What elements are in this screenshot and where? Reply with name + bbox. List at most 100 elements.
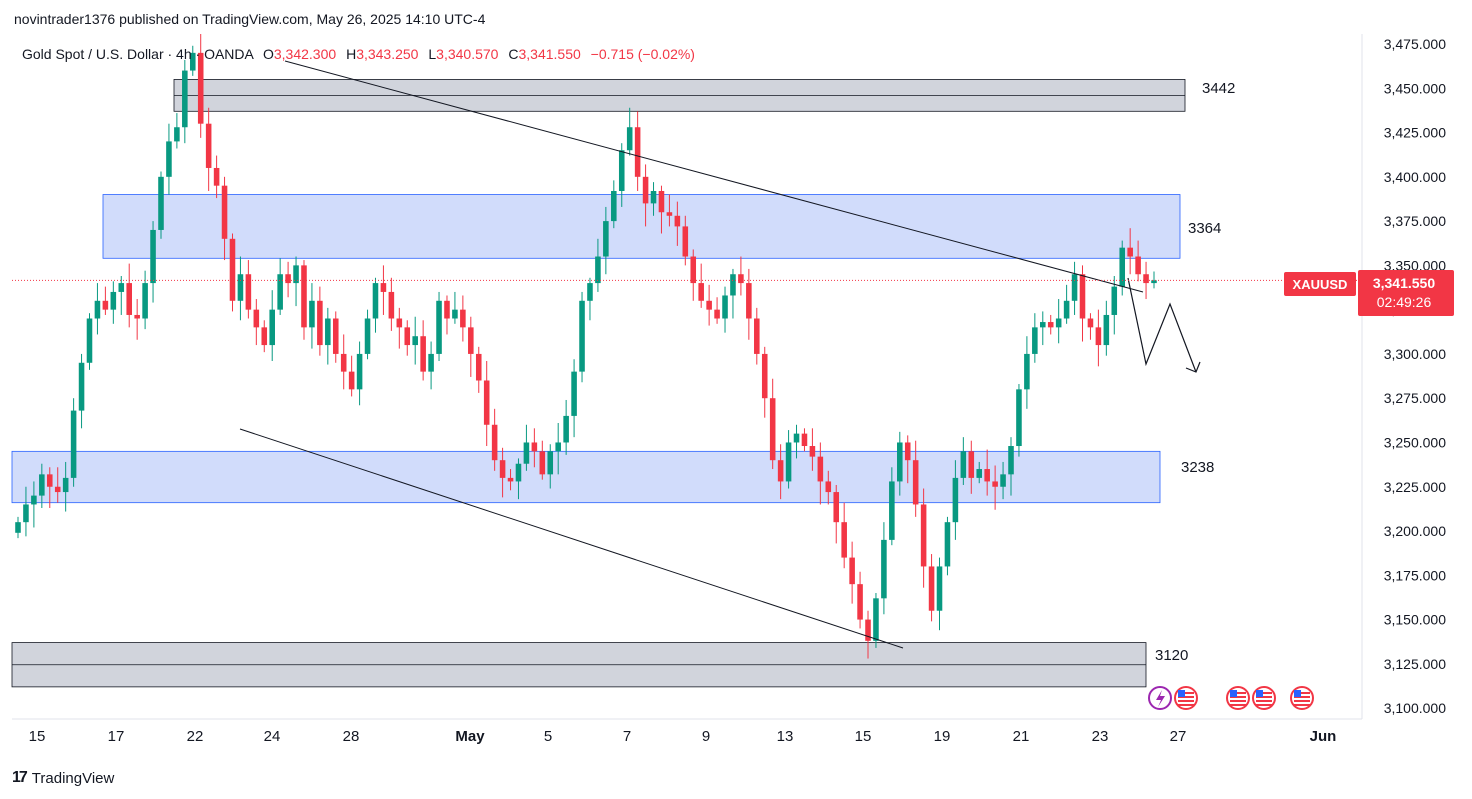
candle-body: [158, 176, 164, 230]
time-tick-label: 22: [187, 728, 204, 745]
candle-body: [809, 446, 816, 457]
us-flag-icon[interactable]: [1226, 686, 1250, 710]
candle-body: [1103, 314, 1110, 346]
footer[interactable]: 17 TradingView: [12, 768, 114, 788]
candle-body: [213, 167, 220, 186]
candle-body: [499, 460, 506, 478]
candle-body: [221, 185, 228, 239]
time-tick-label: 21: [1013, 728, 1030, 745]
legend-open: 3,342.300: [274, 46, 336, 62]
candle-body: [420, 336, 426, 372]
candle-body: [722, 295, 728, 319]
last-price-tag: [1358, 270, 1454, 316]
candle-body: [881, 539, 887, 599]
candles-layer: [15, 34, 1157, 659]
price-tick-label: 3,300.000: [1384, 346, 1446, 362]
candle-body: [1119, 247, 1126, 287]
candle-body: [841, 522, 847, 558]
us-flag-icon[interactable]: [1290, 686, 1314, 710]
price-tick-label: 3,475.000: [1384, 36, 1446, 52]
footer-brand: TradingView: [31, 769, 115, 787]
candle-body: [54, 486, 61, 493]
candle-body: [237, 274, 244, 301]
price-tick-label: 3,425.000: [1384, 125, 1446, 141]
lightning-event-icon[interactable]: [1148, 686, 1172, 710]
candle-body: [78, 362, 85, 411]
time-tick-label: May: [455, 728, 485, 745]
candle-body: [626, 127, 633, 151]
candle-body: [642, 176, 649, 204]
candle-body: [1151, 280, 1157, 284]
candle-body: [984, 469, 990, 482]
candle-body: [396, 318, 403, 328]
price-tick-label: 3,150.000: [1384, 612, 1446, 628]
candle-body: [912, 460, 919, 505]
time-axis[interactable]: 15 17 22 24 28 May 5 7 9 13 15 19 21 23 27 Jun: [29, 728, 1337, 745]
candle-body: [309, 300, 315, 328]
publisher-line: novintrader1376 published on TradingView…: [14, 11, 486, 27]
time-tick-label: 19: [934, 728, 951, 745]
price-axis[interactable]: 3,475.000 3,450.000 3,425.000 3,400.000 3,37…: [1384, 36, 1446, 716]
candle-body: [936, 566, 943, 611]
candle-body: [1135, 256, 1141, 275]
legend-change: −0.715 (−0.02%): [591, 46, 695, 62]
top-bar: novintrader1376 published on TradingView…: [0, 0, 1472, 34]
candle-body: [1079, 274, 1086, 319]
candle-body: [1143, 274, 1149, 284]
candle-body: [102, 300, 109, 310]
price-chart[interactable]: 3442 3364 3238 3120 3,475.0003,450.0003,…: [0, 34, 1472, 767]
candle-body: [118, 283, 125, 292]
candle-body: [801, 433, 808, 447]
projection-path[interactable]: [1127, 277, 1197, 373]
plot-area[interactable]: [12, 34, 1362, 719]
candle-body: [189, 52, 196, 71]
candle-body: [1111, 286, 1118, 315]
candle-body: [515, 463, 522, 482]
price-tick-label: 3,400.000: [1384, 169, 1446, 185]
us-flag-icon[interactable]: [1174, 686, 1198, 710]
us-flag-icon[interactable]: [1252, 686, 1276, 710]
ohlc-legend: Gold Spot / U.S. Dollar · 4h · OANDA O3,…: [22, 46, 695, 62]
candle-body: [245, 274, 252, 310]
price-tick-label: 3,350.000: [1384, 257, 1446, 273]
time-tick-label: 5: [544, 728, 552, 745]
candle-body: [491, 424, 498, 461]
candle-body: [714, 309, 720, 319]
candle-body: [23, 504, 29, 523]
candle-body: [674, 215, 681, 227]
price-tick-label: 3,250.000: [1384, 434, 1446, 450]
time-tick-label: 15: [29, 728, 46, 745]
last-price-value: 3,341.550: [1373, 275, 1435, 291]
candle-body: [110, 291, 117, 310]
legend-h-label: H: [346, 46, 356, 62]
candle-body: [142, 283, 148, 319]
candle-body: [460, 309, 466, 328]
candle-body: [769, 398, 776, 461]
upper-trendline[interactable]: [284, 60, 1144, 293]
candle-body: [293, 265, 299, 284]
candle-body: [1024, 353, 1030, 390]
candle-body: [825, 481, 832, 493]
event-icons[interactable]: [1148, 686, 1314, 710]
candle-body: [531, 442, 538, 452]
lower-trendline[interactable]: [239, 428, 904, 649]
candle-body: [547, 451, 554, 475]
candle-body: [261, 327, 268, 346]
time-tick-label: 23: [1092, 728, 1109, 745]
candle-body: [205, 123, 212, 168]
zone-3364[interactable]: [102, 194, 1181, 259]
legend-o-label: O: [263, 46, 274, 62]
legend-symbol: Gold Spot / U.S. Dollar · 4h · OANDA: [22, 46, 255, 62]
candle-body: [94, 300, 101, 319]
candle-body: [944, 522, 951, 567]
price-tick-label: 3,200.000: [1384, 523, 1446, 539]
candle-body: [86, 318, 93, 363]
tradingview-logo-icon: 17: [12, 769, 28, 786]
candle-body: [738, 274, 744, 284]
candle-body: [865, 619, 871, 641]
candle-body: [70, 410, 77, 478]
candle-body: [348, 371, 355, 390]
candle-body: [1000, 474, 1006, 487]
candle-body: [1087, 318, 1094, 328]
candle-body: [706, 300, 712, 310]
